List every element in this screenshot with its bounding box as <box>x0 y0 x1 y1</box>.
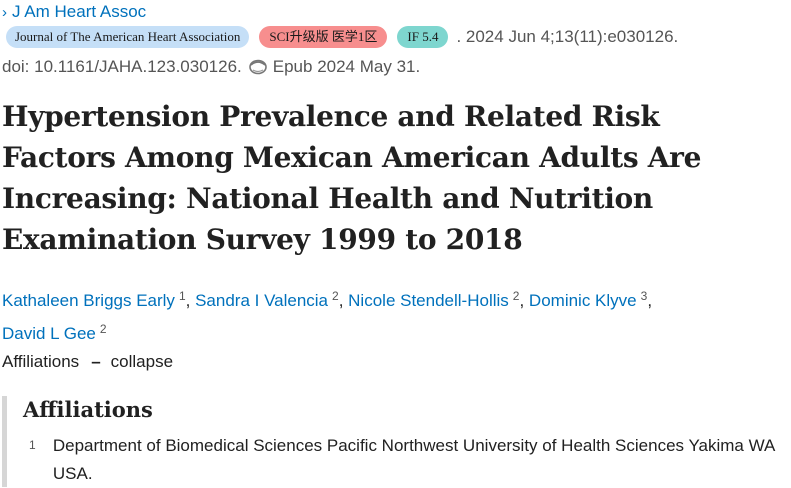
affiliations-panel: Affiliations 1 Department of Biomedical … <box>2 396 791 487</box>
citation-badges: Journal of The American Heart Associatio… <box>6 26 678 48</box>
sci-rank-badge[interactable]: SCI升级版 医学1区 <box>259 26 388 48</box>
doi-text: doi: 10.1161/JAHA.123.030126. <box>2 57 242 76</box>
author-list: Kathaleen Briggs Early 1, Sandra I Valenc… <box>2 289 653 343</box>
affiliations-toggle-label: Affiliations <box>2 352 80 371</box>
doi-row: doi: 10.1161/JAHA.123.030126. Epub 2024 … <box>2 56 420 78</box>
author-link[interactable]: Sandra I Valencia <box>195 291 329 310</box>
collapse-icon: – <box>91 352 101 371</box>
journal-link-row: › J Am Heart Assoc <box>2 1 146 23</box>
affiliation-ref[interactable]: 3 <box>640 289 648 303</box>
affiliations-toggle[interactable]: Affiliations – collapse <box>2 350 173 374</box>
affiliation-ref[interactable]: 2 <box>332 289 339 303</box>
affiliation-ref[interactable]: 2 <box>99 322 107 336</box>
impact-factor-badge[interactable]: IF 5.4 <box>397 26 449 48</box>
chevron-right-icon: › <box>2 3 7 21</box>
affiliation-text: Department of Biomedical Sciences Pacifi… <box>52 436 775 483</box>
author-link[interactable]: Dominic Klyve <box>528 291 637 310</box>
affiliation-ref[interactable]: 2 <box>512 289 520 303</box>
author-link[interactable]: Nicole Stendell-Hollis <box>348 291 509 310</box>
affiliation-number: 1 <box>29 438 36 452</box>
article-title: Hypertension Prevalence and Related Risk… <box>2 100 702 256</box>
affiliations-heading: Affiliations <box>23 397 153 422</box>
author-link[interactable]: Kathaleen Briggs Early <box>2 291 175 310</box>
epub-date: Epub 2024 May 31. <box>272 57 421 76</box>
affiliation-item: 1 Department of Biomedical Sciences Paci… <box>29 436 789 488</box>
journal-name-badge[interactable]: Journal of The American Heart Associatio… <box>6 26 250 48</box>
author-link[interactable]: David L Gee <box>2 324 96 343</box>
journal-link[interactable]: J Am Heart Assoc <box>12 2 147 21</box>
epub-icon <box>248 58 268 76</box>
affiliations-toggle-action[interactable]: collapse <box>110 352 174 371</box>
citation-date: . 2024 Jun 4;13(11):e030126. <box>456 27 679 46</box>
affiliation-ref[interactable]: 1 <box>178 289 186 303</box>
